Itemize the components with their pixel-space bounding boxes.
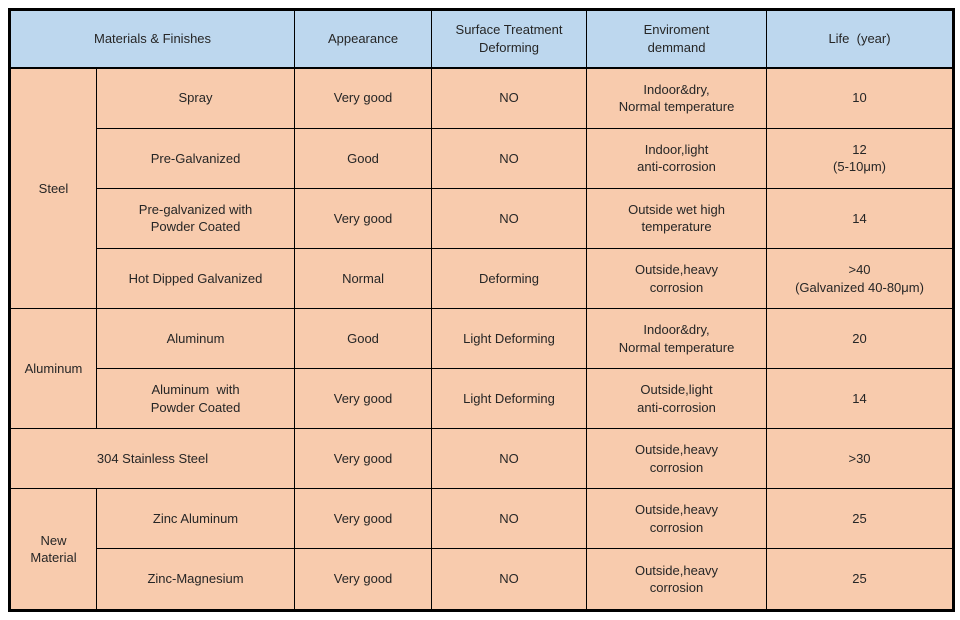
- header-materials-finishes: Materials & Finishes: [8, 9, 296, 69]
- group-cell-steel: Steel: [9, 66, 97, 310]
- cell-deforming: NO: [431, 187, 588, 249]
- header-enviroment-demmand: Enviroment demmand: [586, 9, 768, 69]
- row-aluminum-powder-coated: Aluminum with Powder Coated Very good Li…: [10, 368, 955, 430]
- row-steel-pre-galvanized: Pre-Galvanized Good NO Indoor,light anti…: [10, 127, 955, 189]
- cell-finish: Hot Dipped Galvanized: [95, 247, 296, 310]
- cell-deforming: Light Deforming: [431, 308, 588, 370]
- cell-deforming: NO: [431, 428, 588, 490]
- cell-appearance: Very good: [294, 488, 433, 550]
- cell-appearance: Very good: [294, 368, 433, 430]
- cell-life: >40 (Galvanized 40-80μm): [766, 247, 955, 310]
- cell-environment: Indoor&dry, Normal temperature: [586, 308, 768, 370]
- cell-finish: Spray: [95, 67, 296, 129]
- cell-finish: Aluminum: [95, 308, 296, 370]
- cell-deforming: NO: [431, 127, 588, 189]
- materials-finishes-table: Materials & Finishes Appearance Surface …: [8, 8, 956, 612]
- cell-environment: Indoor&dry, Normal temperature: [586, 67, 768, 129]
- cell-environment: Indoor,light anti-corrosion: [586, 127, 768, 189]
- cell-environment: Outside,heavy corrosion: [586, 428, 768, 490]
- row-304-stainless-steel: 304 Stainless Steel Very good NO Outside…: [8, 428, 955, 490]
- header-row: Materials & Finishes Appearance Surface …: [8, 9, 955, 69]
- cell-appearance: Very good: [294, 548, 433, 611]
- cell-finish: Aluminum with Powder Coated: [95, 368, 296, 430]
- header-appearance: Appearance: [294, 9, 433, 69]
- cell-life: 20: [766, 308, 955, 370]
- cell-life: 25: [766, 548, 955, 611]
- cell-deforming: NO: [431, 548, 588, 611]
- group-cell-304-stainless-steel: 304 Stainless Steel: [8, 428, 296, 490]
- cell-appearance: Normal: [294, 247, 433, 310]
- cell-deforming: Light Deforming: [431, 368, 588, 430]
- row-steel-pre-galvanized-powder-coated: Pre-galvanized with Powder Coated Very g…: [10, 187, 955, 249]
- cell-environment: Outside,heavy corrosion: [586, 247, 768, 310]
- cell-finish: Pre-Galvanized: [95, 127, 296, 189]
- cell-environment: Outside,light anti-corrosion: [586, 368, 768, 430]
- cell-environment: Outside wet high temperature: [586, 187, 768, 249]
- cell-deforming: NO: [431, 67, 588, 129]
- header-surface-treatment-deforming: Surface Treatment Deforming: [431, 9, 588, 69]
- group-cell-aluminum: Aluminum: [9, 308, 97, 430]
- row-aluminum-plain: Aluminum Aluminum Good Light Deforming I…: [9, 308, 955, 430]
- cell-deforming: NO: [431, 488, 588, 550]
- cell-environment: Outside,heavy corrosion: [586, 488, 768, 550]
- cell-life: 14: [766, 187, 955, 249]
- cell-appearance: Good: [294, 308, 433, 370]
- cell-deforming: Deforming: [431, 247, 588, 310]
- row-new-material-zinc-magnesium: Zinc-Magnesium Very good NO Outside,heav…: [10, 548, 955, 611]
- row-new-material-zinc-aluminum: New Material Zinc Aluminum Very good NO …: [9, 488, 955, 611]
- cell-life: 14: [766, 368, 955, 430]
- cell-environment: Outside,heavy corrosion: [586, 548, 768, 611]
- cell-appearance: Very good: [294, 428, 433, 490]
- cell-finish: Zinc Aluminum: [95, 488, 296, 550]
- cell-appearance: Very good: [294, 67, 433, 129]
- cell-finish: Pre-galvanized with Powder Coated: [95, 187, 296, 249]
- cell-life: 25: [766, 488, 955, 550]
- cell-life: 10: [766, 67, 955, 129]
- cell-finish: Zinc-Magnesium: [95, 548, 296, 611]
- group-cell-new-material: New Material: [9, 488, 97, 611]
- cell-life: >30: [766, 428, 955, 490]
- cell-life: 12 (5-10μm): [766, 127, 955, 189]
- row-steel-spray: Steel Spray Very good NO Indoor&dry, Nor…: [9, 66, 955, 310]
- cell-appearance: Good: [294, 127, 433, 189]
- row-steel-hot-dipped-galvanized: Hot Dipped Galvanized Normal Deforming O…: [10, 247, 955, 310]
- cell-appearance: Very good: [294, 187, 433, 249]
- header-life-year: Life (year): [766, 9, 955, 69]
